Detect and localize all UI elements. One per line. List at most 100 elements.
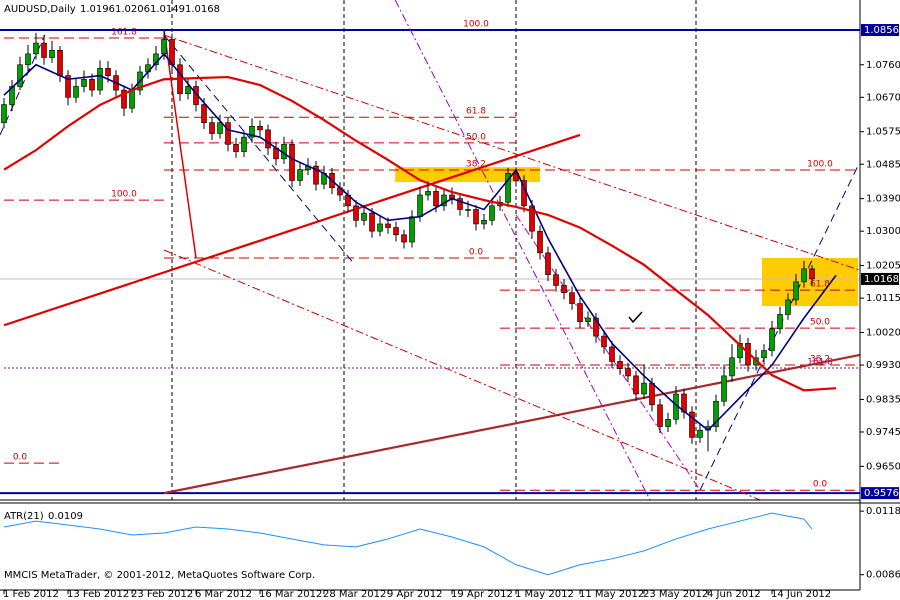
candle-body [65, 75, 71, 98]
candle-body [617, 361, 623, 369]
fib-label: 100.0 [111, 190, 137, 200]
candle-body [433, 191, 439, 207]
candle-body [377, 223, 383, 232]
x-tick-label: 1 Feb 2012 [3, 589, 59, 600]
main-plot: 161.8100.061.850.038.20.0100.00.0161.810… [0, 0, 860, 500]
indicator-value: 0.0109 [48, 511, 83, 522]
candle-body [81, 78, 87, 87]
y-tick-label: 1.0300 [866, 226, 900, 237]
y-tick-label: 0.9930 [866, 360, 900, 371]
candle-body [1, 104, 7, 123]
candle-body [777, 314, 783, 330]
candle-body [785, 299, 791, 315]
candle-body [537, 230, 543, 254]
candle-body [297, 169, 303, 181]
y-tick-label: 1.0205 [866, 261, 900, 272]
candle-body [313, 165, 319, 185]
price-box-label: 0.9576 [864, 488, 899, 499]
x-tick-label: 23 Feb 2012 [131, 589, 193, 600]
candle-body [641, 382, 647, 395]
y-tick-label: 1.0575 [866, 127, 900, 138]
y-tick-label: 0.9745 [866, 427, 900, 438]
y-tick-label: 1.0020 [866, 327, 900, 338]
candle-body [561, 285, 567, 293]
candle-body [769, 328, 775, 351]
fib-label: 61.8 [466, 107, 486, 117]
fib-label: 61.8 [810, 280, 830, 290]
candle-body [201, 104, 207, 123]
candle-body [385, 223, 391, 228]
candle-body [25, 53, 31, 66]
candle-body [225, 122, 231, 145]
fib-label: 38.2 [466, 160, 486, 170]
candle-body [49, 49, 55, 58]
candle-body [737, 343, 743, 359]
candle-body [129, 89, 135, 109]
candle-body [465, 209, 471, 211]
x-tick-label: 19 Apr 2012 [451, 589, 513, 600]
footer: MMCIS MetaTrader, © 2001-2012, MetaQuote… [4, 570, 315, 581]
chart-title: AUDUSD,Daily [4, 4, 76, 15]
fib-label: 38.2 [810, 355, 830, 365]
candle-body [809, 268, 815, 280]
candle-body [265, 129, 271, 149]
check-mark [628, 311, 643, 324]
candle-body [585, 317, 591, 322]
x-tick-label: 4 Jun 2012 [707, 589, 761, 600]
candle-body [489, 205, 495, 221]
candle-body [649, 382, 655, 406]
trend-line [163, 34, 356, 266]
candle-body [689, 411, 695, 438]
candle-body [721, 375, 727, 402]
candle-body [185, 86, 191, 95]
indicator-tick-label: 0.0086 [866, 570, 900, 581]
fib-label: 0.0 [469, 247, 484, 257]
trend-line [163, 29, 197, 259]
candle-body [41, 42, 47, 58]
candle-body [457, 198, 463, 210]
candle-body [105, 68, 111, 76]
candle-body [393, 227, 399, 236]
header-close: 1.0168 [185, 4, 220, 15]
candle-body [633, 375, 639, 395]
fib-label: 0.0 [13, 453, 28, 463]
fib-label: 100.0 [807, 160, 833, 170]
indicator-label: ATR(21) [4, 511, 44, 522]
trend-line [163, 249, 761, 500]
candle-body [217, 122, 223, 134]
y-tick-label: 1.0760 [866, 60, 900, 71]
candle-body [257, 125, 263, 131]
y-tick-label: 0.9650 [866, 461, 900, 472]
y-tick-label: 0.9835 [866, 394, 900, 405]
fib-label: 0.0 [813, 480, 828, 490]
highlight-box [395, 167, 540, 182]
x-tick-label: 13 Feb 2012 [67, 589, 129, 600]
labels: AUDUSD,Daily 1.0196 1.0206 1.0149 1.0168… [3, 4, 900, 600]
fib-label: 50.0 [466, 132, 486, 142]
fib-label: 161.8 [111, 27, 137, 37]
indicator-line [3, 512, 813, 576]
x-tick-label: 11 May 2012 [579, 589, 644, 600]
y-tick-label: 1.0670 [866, 92, 900, 103]
candle-body [625, 368, 631, 377]
candle-body [473, 209, 479, 225]
price-box [861, 24, 899, 37]
moving-average [3, 75, 837, 392]
candle-body [57, 49, 63, 76]
candle-body [441, 194, 447, 207]
indicator-tick-label: 0.0118 [866, 506, 900, 517]
price-box-label: 1.0856 [864, 25, 899, 36]
candle-body [121, 89, 127, 109]
x-tick-label: 1 May 2012 [515, 589, 574, 600]
candle-body [697, 429, 703, 438]
moving-average [3, 52, 837, 432]
x-tick-label: 16 Mar 2012 [259, 589, 322, 600]
candle-body [73, 86, 79, 98]
candle-body [545, 252, 551, 275]
candle-body [793, 281, 799, 301]
x-tick-label: 23 May 2012 [643, 589, 708, 600]
candle-body [33, 42, 39, 55]
candle-body [241, 136, 247, 152]
candle-body [97, 68, 103, 91]
